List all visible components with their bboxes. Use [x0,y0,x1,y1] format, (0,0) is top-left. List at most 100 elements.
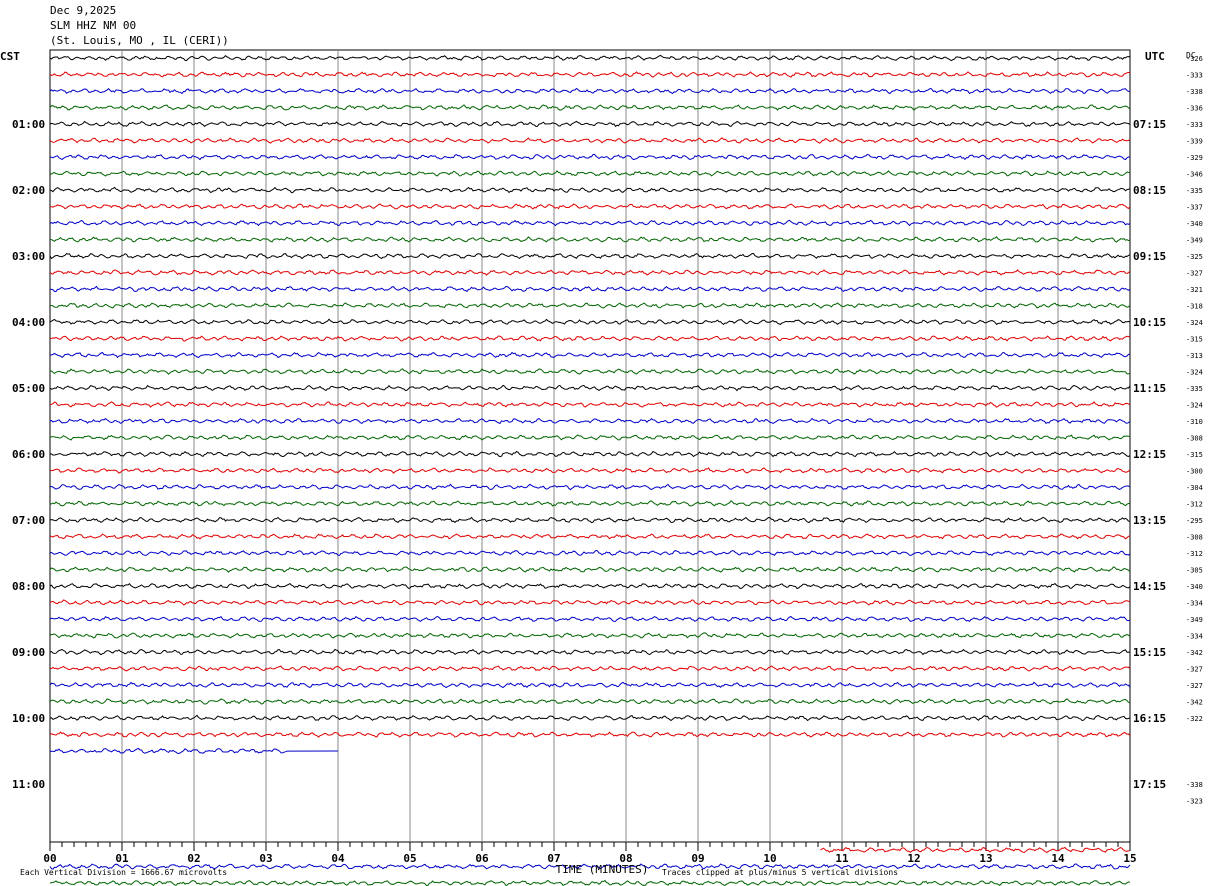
seismic-trace [49,203,1131,210]
utc-hour-label: 14:15 [1133,580,1166,593]
seismic-trace [49,731,1131,738]
dc-offset-label: -349 [1186,237,1203,245]
seismic-trace [49,599,1131,606]
seismic-trace [49,219,1131,227]
seismic-trace [49,252,1131,260]
plot-frame [49,49,1131,843]
seismic-trace [49,467,1131,474]
cst-hour-label: 03:00 [12,250,45,263]
dc-offset-label: -322 [1186,715,1203,723]
dc-offset-label: -339 [1186,138,1203,146]
seismic-trace [49,549,1131,556]
utc-hour-label: 13:15 [1133,514,1166,527]
dc-offset-label: -300 [1186,468,1203,476]
dc-offset-label: -349 [1186,616,1203,624]
cst-hour-label: 01:00 [12,118,45,131]
dc-column-label: DC [1186,51,1196,60]
dc-offset-label: -340 [1186,220,1203,228]
dc-offset-label: -326 [1186,55,1203,63]
seismic-trace [49,269,1131,276]
dc-offset-label: -346 [1186,171,1203,179]
x-tick-label: 00 [43,852,56,865]
cst-hour-label: 08:00 [12,580,45,593]
cst-hour-label: 09:00 [12,646,45,659]
seismic-trace [49,681,1131,689]
seismic-trace [50,351,1131,359]
cst-hour-label: 06:00 [12,448,45,461]
dc-offset-label: -324 [1186,369,1203,377]
seismic-trace [49,500,1131,507]
cst-axis-label: CST [0,50,20,63]
utc-hour-label: 11:15 [1133,382,1166,395]
dc-offset-label: -324 [1186,402,1203,410]
seismic-trace [49,483,1131,491]
seismic-trace [49,120,1131,128]
seismic-trace [49,302,1131,309]
x-tick-label: 13 [979,852,992,865]
x-tick-label: 14 [1051,852,1065,865]
seismic-trace [49,879,1131,886]
axis-labels: 00 01 02 03 04 05 06 07 08 09 10 11 12 13 14 15 -326 -333… [12,55,1203,865]
cst-hour-label: 11:00 [12,778,45,791]
utc-hour-label: 12:15 [1133,448,1166,461]
x-tick-label: 15 [1123,852,1136,865]
x-tick-label: 03 [259,852,272,865]
utc-hour-label: 09:15 [1133,250,1166,263]
utc-hour-label: 08:15 [1133,184,1166,197]
dc-offset-label: -342 [1186,699,1203,707]
x-tick-label: 11 [835,852,849,865]
dc-offset-label: -327 [1186,666,1203,674]
footnote-scale: Each Vertical Division = 1666.67 microvo… [20,868,227,877]
seismic-trace [49,335,1131,342]
seismic-trace [49,434,1131,441]
dc-offset-label: -337 [1186,204,1203,212]
utc-axis-label: UTC [1145,50,1165,63]
dc-offset-label: -340 [1186,583,1203,591]
seismic-trace [49,747,339,755]
dc-offset-label: -336 [1186,105,1203,113]
seismic-trace [49,632,1131,639]
seismic-trace [49,863,1131,870]
cst-hour-label: 10:00 [12,712,45,725]
x-tick-label: 10 [763,852,776,865]
seismic-trace [49,450,1131,458]
seismic-trace [49,417,1131,425]
dc-offset-label: -338 [1186,781,1203,789]
dc-offset-label: -312 [1186,501,1203,509]
station-code: SLM HHZ NM 00 [50,19,137,32]
dc-offset-label: -321 [1186,286,1203,294]
seismic-trace [49,153,1131,161]
seismic-trace [49,318,1131,326]
dc-offset-label: -333 [1186,121,1203,129]
seismic-trace [49,401,1131,408]
seismic-trace [49,384,1131,392]
station-location: (St. Louis, MO , IL (CERI)) [50,34,229,47]
cst-hour-label: 02:00 [12,184,45,197]
seismic-trace [49,54,1131,62]
x-tick-label: 02 [187,852,200,865]
seismic-trace [49,582,1131,590]
dc-offset-label: -338 [1186,88,1203,96]
dc-offset-label: -335 [1186,187,1203,195]
seismic-trace [49,648,1131,656]
dc-offset-label: -305 [1186,567,1203,575]
seismic-trace [49,285,1131,293]
dc-offset-label: -342 [1186,649,1203,657]
x-tick-label: 12 [907,852,920,865]
x-tick-label: 06 [475,852,489,865]
seismic-trace [49,615,1131,623]
dc-offset-label: -310 [1186,418,1203,426]
dc-offset-label: -334 [1186,633,1203,641]
utc-hour-label: 10:15 [1133,316,1166,329]
x-tick-label: 07 [547,852,560,865]
dc-offset-label: -308 [1186,435,1203,443]
dc-offset-label: -304 [1186,484,1203,492]
x-tick-label: 01 [115,852,129,865]
x-tick-label: 05 [403,852,416,865]
dc-offset-label: -327 [1186,270,1203,278]
dc-offset-label: -313 [1186,352,1203,360]
dc-offset-label: -295 [1186,517,1203,525]
cst-hour-label: 05:00 [12,382,45,395]
dc-offset-label: -315 [1186,336,1203,344]
x-tick-label: 04 [331,852,345,865]
